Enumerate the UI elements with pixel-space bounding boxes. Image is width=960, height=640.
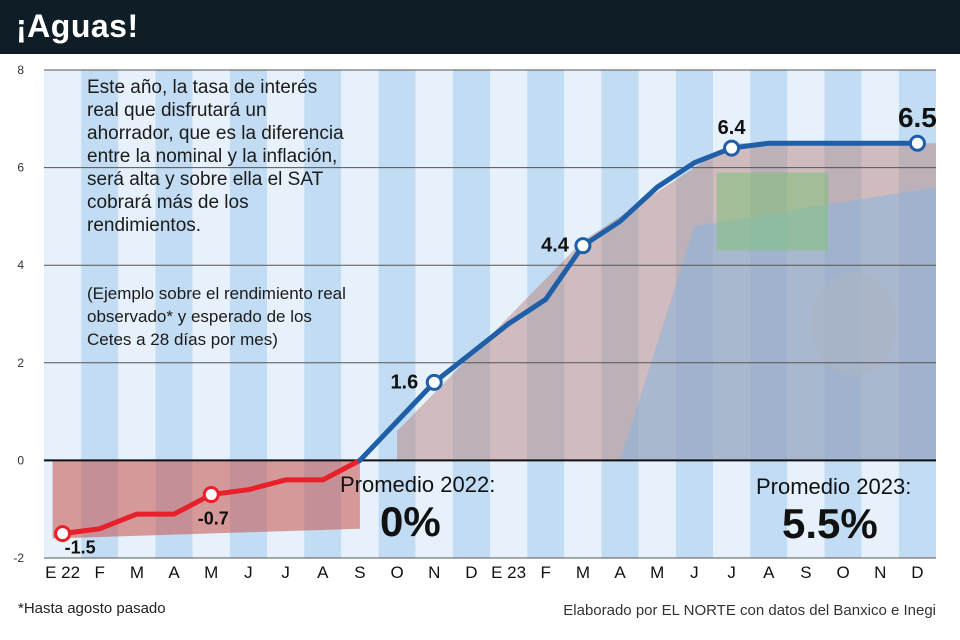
- x-tick-label: J: [727, 563, 736, 582]
- y-tick-label: 4: [17, 258, 24, 272]
- data-labels: -1.5 -0.7 1.6 4.4 6.4 6.5: [65, 102, 937, 557]
- x-tick-label: J: [281, 563, 290, 582]
- x-tick-label: J: [690, 563, 699, 582]
- x-tick-label: M: [576, 563, 590, 582]
- month-stripe: [564, 70, 602, 558]
- x-tick-label: O: [836, 563, 849, 582]
- data-point-marker: [202, 486, 220, 504]
- data-label: 6.5: [898, 102, 937, 133]
- y-tick-label: 2: [17, 356, 24, 370]
- data-point-marker: [908, 134, 926, 152]
- average-2022-label: Promedio 2022:: [340, 472, 496, 497]
- average-2023-value: 5.5%: [782, 500, 878, 547]
- footnote: *Hasta agosto pasado: [18, 600, 166, 617]
- data-point-marker: [723, 139, 741, 157]
- data-label: -1.5: [65, 538, 96, 558]
- data-label: 6.4: [718, 117, 747, 139]
- x-tick-label: A: [614, 563, 626, 582]
- banknote-blue-panel: [620, 187, 936, 461]
- x-tick-label: D: [911, 563, 923, 582]
- intro-text: Este año, la tasa de interés real que di…: [87, 77, 344, 236]
- source-credit: Elaborado por EL NORTE con datos del Ban…: [563, 602, 936, 619]
- y-axis: -2 0 2 4 6 8: [13, 63, 24, 565]
- x-tick-label: O: [390, 563, 403, 582]
- month-stripe: [415, 70, 453, 558]
- grid-lines: [44, 69, 936, 559]
- y-tick-label: 6: [17, 161, 24, 175]
- x-tick-label: D: [465, 563, 477, 582]
- x-tick-label: F: [95, 563, 105, 582]
- x-tick-label: A: [763, 563, 775, 582]
- note-text: (Ejemplo sobre el rendimiento real obser…: [87, 284, 346, 349]
- month-stripe: [527, 70, 565, 558]
- data-point-marker: [574, 237, 592, 255]
- page-title: ¡Aguas!: [16, 8, 139, 44]
- data-label: -0.7: [198, 509, 229, 529]
- y-tick-label: 8: [17, 63, 24, 77]
- x-tick-label: F: [541, 563, 551, 582]
- data-points: [54, 134, 926, 543]
- x-tick-label: M: [130, 563, 144, 582]
- month-stripe: [378, 70, 416, 558]
- portrait-shape: [812, 271, 897, 376]
- data-point-marker: [54, 525, 72, 543]
- x-tick-label: M: [204, 563, 218, 582]
- banknote-green-band: [716, 172, 829, 251]
- data-point-marker: [425, 373, 443, 391]
- y-tick-label: 0: [17, 453, 24, 467]
- x-tick-label: S: [800, 563, 811, 582]
- x-tick-label: E 23: [491, 563, 526, 582]
- x-tick-label: N: [428, 563, 440, 582]
- x-tick-label: E 22: [45, 563, 80, 582]
- average-2022-value: 0%: [380, 498, 441, 545]
- x-tick-label: M: [650, 563, 664, 582]
- x-tick-label: J: [244, 563, 253, 582]
- header-bar: ¡Aguas!: [0, 0, 960, 54]
- y-tick-label: -2: [13, 551, 24, 565]
- month-stripe: [452, 70, 490, 558]
- x-tick-label: A: [317, 563, 329, 582]
- x-tick-label: N: [874, 563, 886, 582]
- x-axis: E 22 F M A M J J A S O N D E 23 F M A M J J A S O N D: [45, 563, 923, 582]
- x-tick-label: S: [354, 563, 365, 582]
- data-label: 1.6: [390, 371, 418, 393]
- x-tick-label: A: [168, 563, 180, 582]
- data-label: 4.4: [541, 235, 570, 257]
- positive-series-line: [357, 140, 920, 463]
- month-stripe: [601, 70, 639, 558]
- real-interest-chart: -2 0 2 4 6 8 E 22 F M A M J J A S O N D E 23 F M A M J J A S O N D -…: [13, 63, 937, 582]
- average-2023-label: Promedio 2023:: [756, 474, 912, 499]
